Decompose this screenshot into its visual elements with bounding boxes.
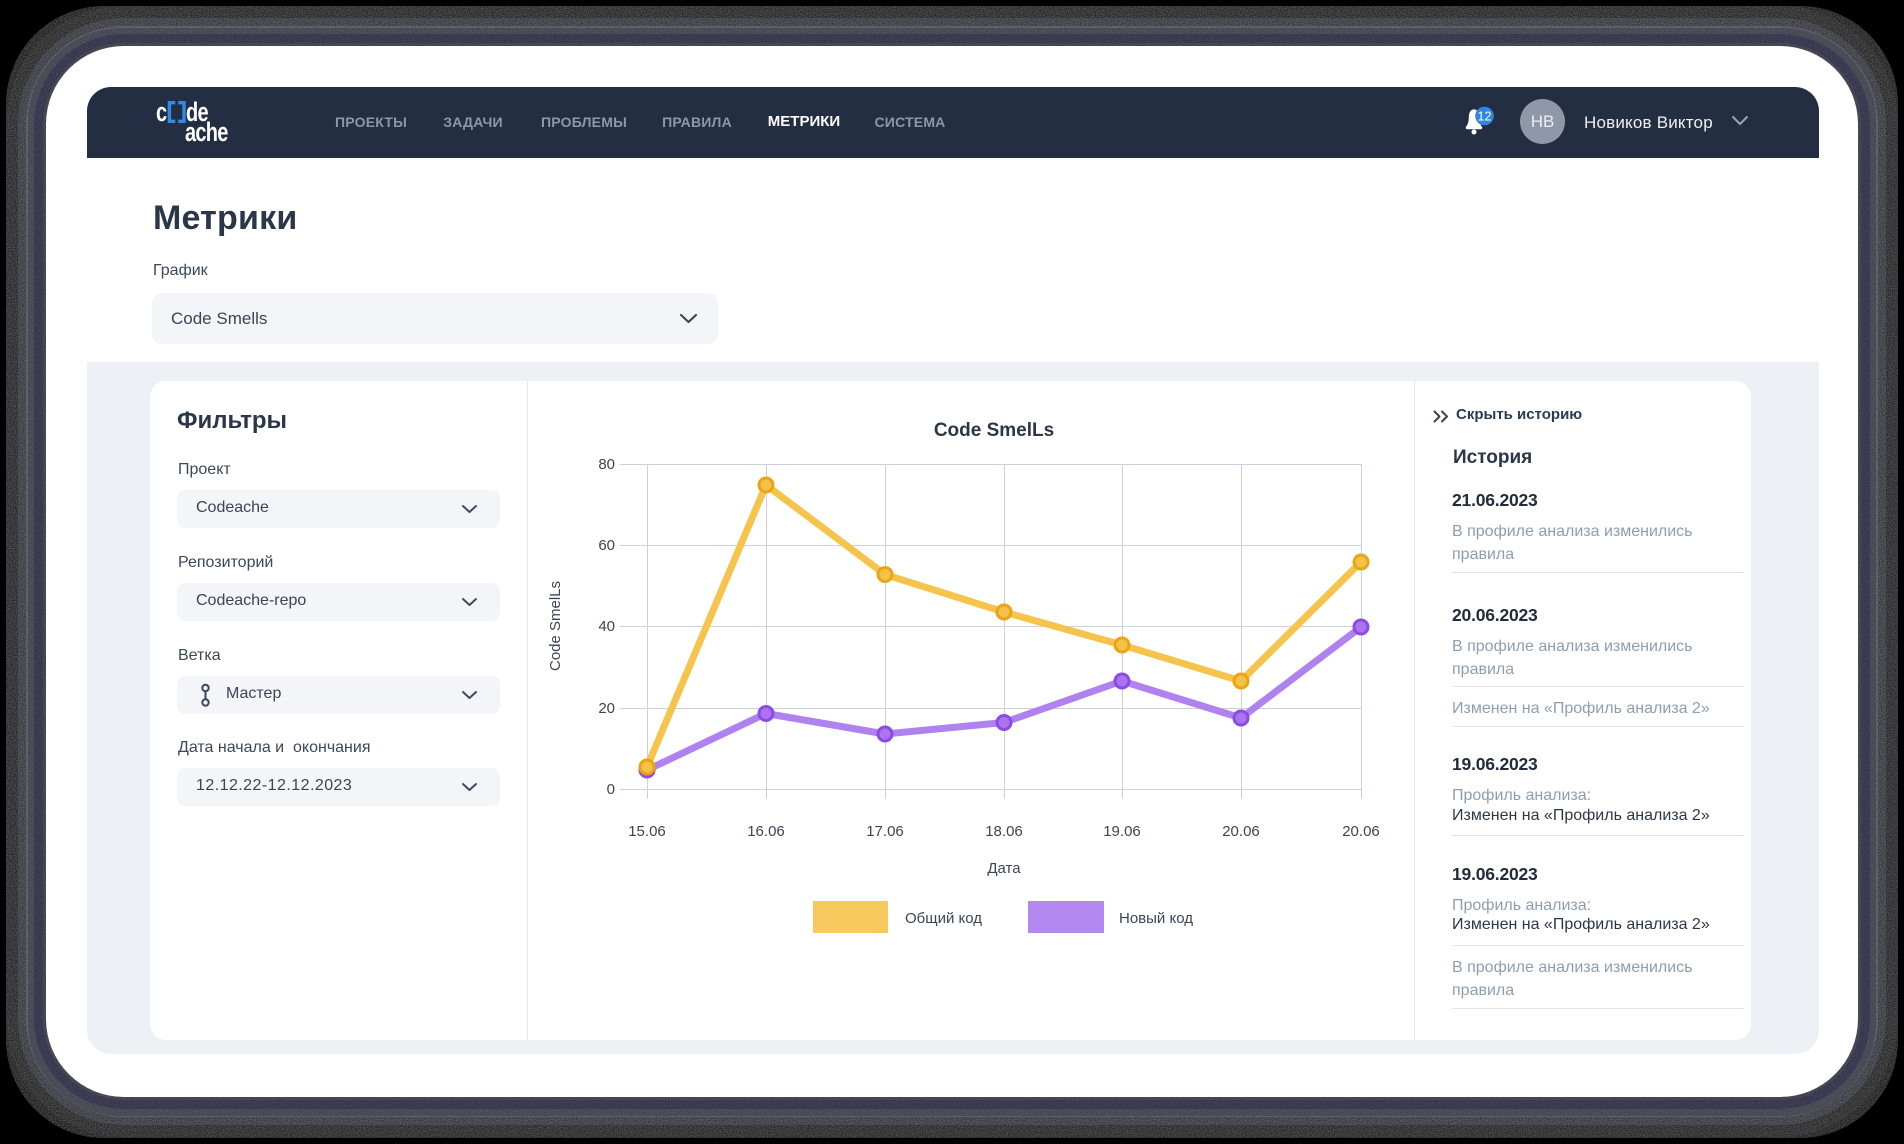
svg-text:ache: ache — [185, 117, 228, 148]
svg-text:c: c — [156, 97, 167, 128]
svg-text:17.06: 17.06 — [866, 823, 904, 840]
svg-text:12: 12 — [1478, 110, 1492, 124]
svg-text:20.06: 20.06 — [1342, 823, 1380, 840]
svg-text:Code SmelLs: Code SmelLs — [547, 581, 564, 671]
svg-text:20.06: 20.06 — [1222, 823, 1260, 840]
svg-text:80: 80 — [598, 456, 615, 473]
svg-text:60: 60 — [598, 537, 615, 554]
svg-text:15.06: 15.06 — [628, 823, 666, 840]
svg-text:18.06: 18.06 — [985, 823, 1023, 840]
svg-text:Общий код: Общий код — [905, 910, 982, 927]
svg-text:40: 40 — [598, 618, 615, 635]
svg-text:Code SmelLs: Code SmelLs — [934, 420, 1054, 441]
svg-text:19.06: 19.06 — [1103, 823, 1141, 840]
svg-text:Дата: Дата — [987, 860, 1021, 877]
svg-text:20: 20 — [598, 700, 615, 717]
svg-text:0: 0 — [607, 781, 615, 798]
svg-text:Новый код: Новый код — [1119, 910, 1193, 927]
svg-text:16.06: 16.06 — [747, 823, 785, 840]
svg-text:de: de — [186, 97, 208, 128]
